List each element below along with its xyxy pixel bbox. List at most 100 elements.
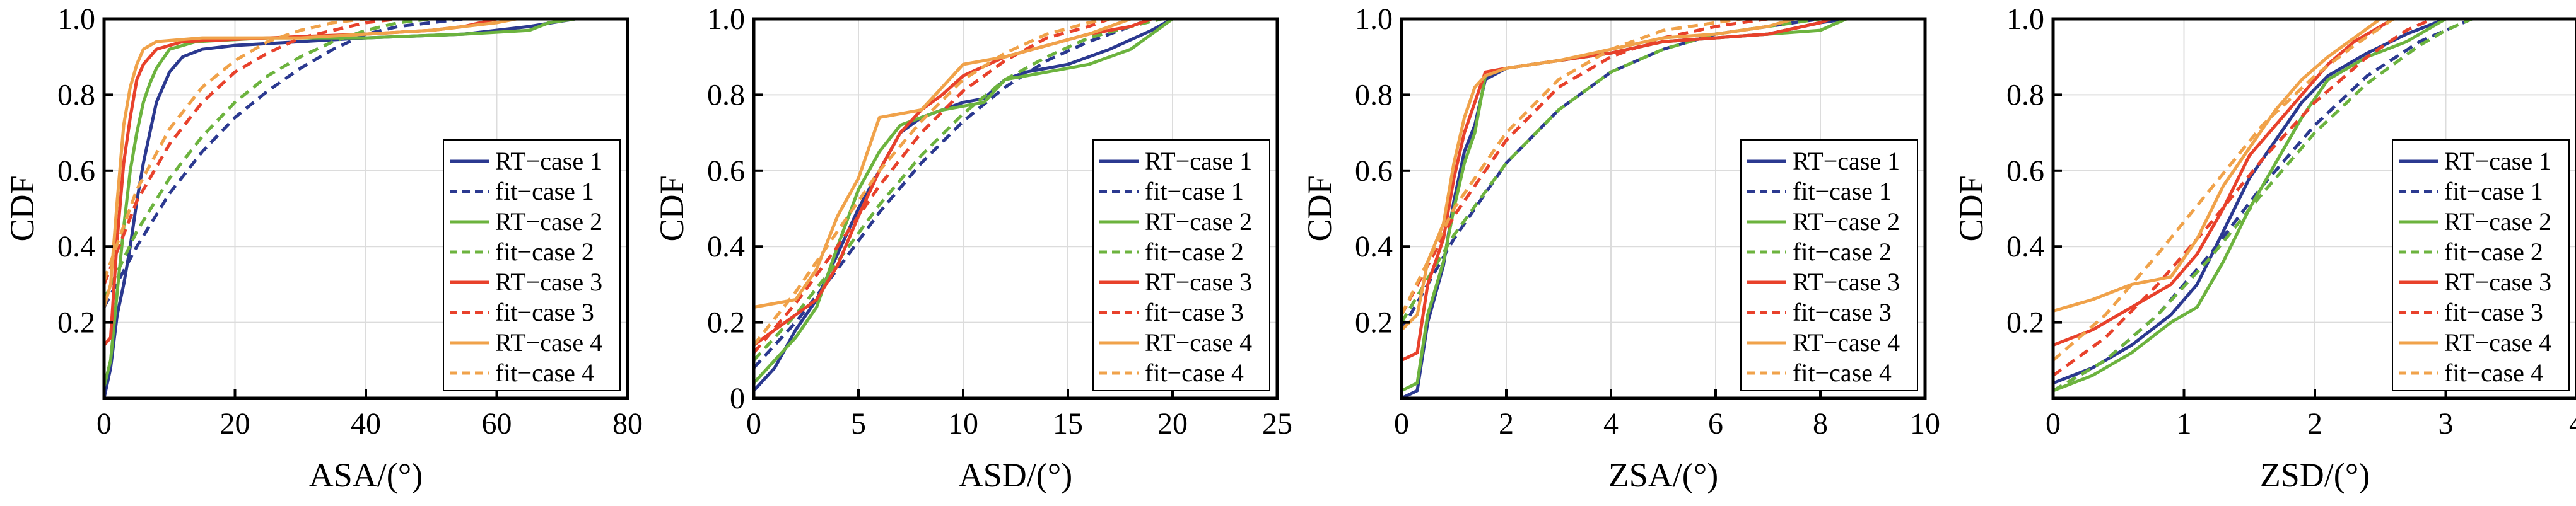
series-line-4	[752, 17, 1162, 362]
legend-label-4: fit−case 2	[2444, 238, 2543, 266]
legend-label-4: fit−case 2	[1793, 238, 1892, 266]
legend-label-4: fit−case 2	[1145, 238, 1244, 266]
x-tick-label: 20	[1157, 407, 1188, 440]
x-tick-label: 8	[1813, 407, 1828, 440]
series-line-5	[1400, 17, 1832, 362]
legend-box	[2392, 139, 2570, 391]
y-tick-label: 0.6	[707, 154, 745, 188]
y-tick-label: 0.8	[2006, 78, 2044, 112]
series-line-7	[753, 17, 1132, 309]
legend-box	[443, 139, 621, 391]
series-line-8	[2052, 17, 2394, 362]
series-line-2	[752, 17, 1152, 369]
x-tick-label: 40	[351, 407, 381, 440]
legend-label-2: fit−case 1	[1793, 177, 1892, 205]
legend-label-2: fit−case 1	[2444, 177, 2543, 205]
y-tick-label: 1.0	[2006, 3, 2044, 36]
x-tick-label: 1	[2177, 407, 2192, 440]
axes-frame	[752, 17, 1279, 400]
series-line-3	[2052, 17, 2447, 393]
y-tick-label: 0.8	[707, 78, 745, 112]
legend-label-1: RT−case 1	[495, 147, 602, 175]
cdf-chart-3: 0 2 4 6 8 10 0.2 0.4 0.6 0.8 1.0 ZSA/(°) CDF RT−case …	[1301, 3, 1940, 494]
y-tick-label: 0.2	[57, 306, 95, 340]
y-axis-label: CDF	[1952, 175, 1990, 241]
series-line-8	[1400, 17, 1742, 316]
y-tick-label: 0.8	[57, 78, 95, 112]
series-line-2	[102, 17, 464, 308]
legend-label-6: fit−case 3	[495, 298, 594, 326]
y-tick-label: 0	[730, 382, 745, 415]
legend-box	[1740, 139, 1918, 391]
y-tick-label: 0.2	[1355, 306, 1393, 340]
y-axis-label: CDF	[1301, 175, 1338, 241]
y-tick-label: 0.8	[1355, 78, 1393, 112]
y-tick-label: 1.0	[1355, 3, 1393, 36]
x-tick-label: 80	[612, 407, 643, 440]
legend-label-2: fit−case 1	[495, 177, 594, 205]
y-tick-label: 0.4	[1355, 230, 1393, 263]
series-line-3	[752, 17, 1174, 384]
legend-label-5: RT−case 3	[1145, 268, 1252, 296]
x-axis-label: ZSD/(°)	[2260, 456, 2370, 494]
legend-label-8: fit−case 4	[1145, 359, 1244, 387]
legend-label-7: RT−case 4	[1145, 328, 1252, 357]
series-line-2	[2052, 17, 2473, 393]
x-tick-label: 0	[2046, 407, 2061, 440]
series-line-4	[102, 17, 432, 301]
y-tick-label: 1.0	[707, 3, 745, 36]
legend-label-8: fit−case 4	[495, 359, 594, 387]
legend-label-1: RT−case 1	[1145, 147, 1252, 175]
x-tick-label: 10	[948, 407, 978, 440]
y-tick-label: 0.4	[2006, 230, 2044, 263]
legend-label-5: RT−case 3	[2444, 268, 2551, 296]
cdf-chart-2: 0 5 10 15 20 25 0 0.2 0.4 0.6 0.8 1.0 ASD/(°) CDF RT−c…	[653, 3, 1292, 494]
y-tick-label: 0.4	[707, 230, 745, 263]
legend-label-3: RT−case 2	[495, 207, 602, 236]
legend-label-3: RT−case 2	[2444, 207, 2551, 236]
x-tick-label: 5	[851, 407, 866, 440]
series-line-7	[102, 17, 517, 308]
legend-box	[1092, 139, 1270, 391]
legend-label-8: fit−case 4	[2444, 359, 2543, 387]
series-line-5	[752, 17, 1152, 347]
legend-label-7: RT−case 4	[495, 328, 602, 357]
legend-label-6: fit−case 3	[1793, 298, 1892, 326]
series-line-3	[102, 17, 576, 388]
series-line-8	[752, 17, 1110, 347]
x-tick-label: 4	[1603, 407, 1619, 440]
y-tick-label: 1.0	[57, 3, 95, 36]
y-axis-label: CDF	[3, 175, 41, 241]
x-tick-label: 0	[1394, 407, 1409, 440]
x-tick-label: 15	[1053, 407, 1083, 440]
y-tick-label: 0.2	[2006, 306, 2044, 340]
x-tick-label: 25	[1262, 407, 1292, 440]
legend-label-6: fit−case 3	[1145, 298, 1244, 326]
x-axis-label: ASD/(°)	[959, 456, 1073, 494]
legend-label-2: fit−case 1	[1145, 177, 1244, 205]
y-tick-label: 0.6	[57, 154, 95, 188]
x-tick-label: 60	[482, 407, 512, 440]
x-tick-label: 20	[220, 407, 250, 440]
legend-label-1: RT−case 1	[2444, 147, 2551, 175]
x-tick-label: 0	[746, 407, 761, 440]
y-tick-label: 0.6	[1355, 154, 1393, 188]
y-tick-label: 0.4	[57, 230, 95, 263]
x-tick-label: 3	[2438, 407, 2454, 440]
x-tick-label: 4	[2569, 407, 2576, 440]
series-line-6	[752, 17, 1111, 354]
legend-label-3: RT−case 2	[1145, 207, 1252, 236]
legend-label-5: RT−case 3	[1793, 268, 1900, 296]
x-tick-label: 10	[1910, 407, 1940, 440]
x-tick-label: 2	[1499, 407, 1514, 440]
legend-label-6: fit−case 3	[2444, 298, 2543, 326]
x-axis-label: ZSA/(°)	[1608, 456, 1719, 494]
y-axis-label: CDF	[653, 175, 691, 241]
legend-label-3: RT−case 2	[1793, 207, 1900, 236]
legend-label-4: fit−case 2	[495, 238, 594, 266]
